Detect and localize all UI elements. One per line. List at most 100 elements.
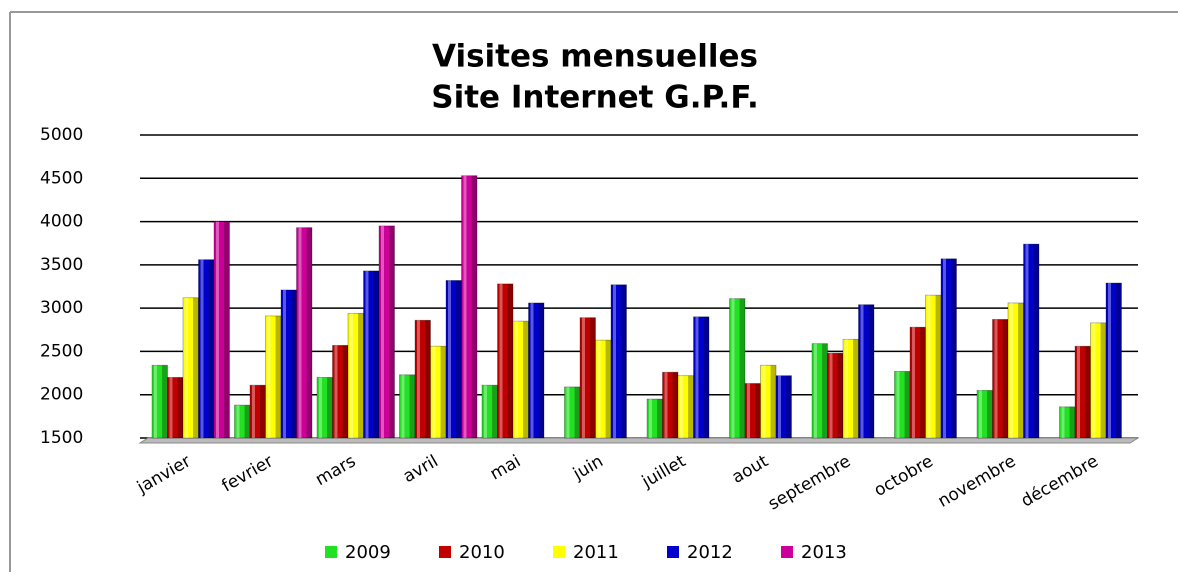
bar-highlight <box>334 345 338 438</box>
bar-shade <box>471 175 477 438</box>
bar-shade <box>224 221 230 438</box>
bar-highlight <box>747 383 750 438</box>
y-tick-label: 4000 <box>40 212 83 232</box>
chart-title: Site Internet G.P.F. <box>431 80 758 116</box>
bar-shade <box>425 320 431 438</box>
bar-highlight <box>530 302 534 438</box>
bar <box>461 175 478 439</box>
bar-highlight <box>252 385 255 438</box>
bar-shade <box>373 270 379 438</box>
x-tick-label: mai <box>487 451 524 484</box>
bar-highlight <box>499 283 503 438</box>
x-tick-label: septembre <box>765 451 854 514</box>
bar-shade <box>389 225 395 438</box>
x-tick-label: juillet <box>638 451 690 492</box>
bar-highlight <box>298 227 302 438</box>
bar-shade <box>1069 406 1075 438</box>
bar-highlight <box>943 258 946 438</box>
bar-shade <box>853 339 859 438</box>
legend-swatch <box>553 546 565 558</box>
x-tick-label: octobre <box>871 451 937 501</box>
bar-highlight <box>365 270 369 438</box>
bar-highlight <box>814 343 817 438</box>
x-tick-label: novembre <box>935 451 1020 511</box>
bar-highlight <box>860 304 864 438</box>
bar-highlight <box>994 319 998 438</box>
bar-highlight <box>236 405 240 438</box>
bar-highlight <box>927 295 931 438</box>
bar-shade <box>507 283 513 438</box>
bar-highlight <box>1010 302 1013 438</box>
legend-label: 2011 <box>573 542 619 563</box>
bar-highlight <box>1061 406 1065 438</box>
bar-shade <box>657 399 663 438</box>
x-tick-label: mars <box>312 451 359 490</box>
bar-highlight <box>912 327 915 438</box>
bar-shade <box>306 227 312 438</box>
bar-shade <box>770 365 776 438</box>
bar <box>213 221 230 439</box>
bar-shade <box>440 346 446 438</box>
bar-highlight <box>695 316 699 438</box>
bar-shade <box>358 313 364 438</box>
bar-highlight <box>216 221 219 438</box>
y-tick-label: 1500 <box>40 428 83 448</box>
legend-label: 2009 <box>345 542 391 563</box>
bar-shade <box>327 377 333 438</box>
bar-shade <box>409 374 415 438</box>
bar-shade <box>621 284 627 438</box>
bar-shade <box>1033 244 1039 438</box>
bar <box>693 316 710 439</box>
bar-shade <box>177 377 183 438</box>
bar-highlight <box>582 317 585 438</box>
bar <box>378 225 395 439</box>
bar <box>296 227 313 439</box>
bar-highlight <box>896 371 900 438</box>
bar-highlight <box>185 297 188 438</box>
bar <box>858 304 875 439</box>
bar-highlight <box>448 280 451 438</box>
x-tick-label: janvier <box>133 451 194 498</box>
bar-shade <box>672 372 678 438</box>
floor <box>138 437 1140 444</box>
x-tick-label: décembre <box>1018 451 1102 511</box>
bar-highlight <box>154 365 157 438</box>
bar-highlight <box>566 386 570 438</box>
bar-highlight <box>762 365 766 438</box>
bar <box>528 302 545 439</box>
bar <box>940 258 957 439</box>
bar <box>1105 282 1122 439</box>
bar-highlight <box>731 298 735 438</box>
bar <box>729 298 746 439</box>
legend-label: 2012 <box>687 542 733 563</box>
bar-shade <box>1116 283 1122 438</box>
bar-highlight <box>200 259 204 438</box>
bar-highlight <box>597 340 601 438</box>
bar-shade <box>492 385 498 438</box>
bar-highlight <box>515 321 518 438</box>
x-tick-label: juin <box>569 451 607 484</box>
bar-highlight <box>1108 283 1111 438</box>
x-tick-label: fevrier <box>219 451 277 496</box>
bar-highlight <box>381 225 384 438</box>
bar-shade <box>786 375 792 438</box>
legend-swatch <box>667 546 679 558</box>
y-tick-label: 3500 <box>40 255 83 275</box>
bar-shade <box>244 405 250 438</box>
bar-highlight <box>463 175 467 438</box>
bar-highlight <box>613 284 616 438</box>
bar-shade <box>574 386 580 438</box>
bar-shade <box>1085 346 1091 438</box>
bar-highlight <box>484 385 487 438</box>
bar-highlight <box>979 390 982 438</box>
bar-shade <box>590 317 596 438</box>
bar-shade <box>260 385 266 438</box>
bar <box>610 284 627 439</box>
bar-highlight <box>319 377 322 438</box>
bar-shade <box>193 297 199 438</box>
bar-shade <box>822 343 828 438</box>
bar-highlight <box>680 375 683 438</box>
bar-shade <box>275 315 281 438</box>
bar-shade <box>1100 322 1106 438</box>
bar-shade <box>1018 302 1024 438</box>
